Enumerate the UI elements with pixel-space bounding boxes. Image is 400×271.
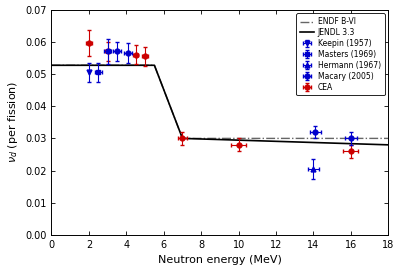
ENDF B-VI — [386, 137, 391, 140]
Y-axis label: $\nu_d$ (per fission): $\nu_d$ (per fission) — [6, 81, 20, 163]
Line: JENDL 3.3: JENDL 3.3 — [52, 65, 388, 145]
Legend: ENDF B-VI, JENDL 3.3, Keepin (1957), Masters (1969), Hermann (1967), Macary (200: ENDF B-VI, JENDL 3.3, Keepin (1957), Mas… — [296, 13, 384, 95]
Line: ENDF B-VI: ENDF B-VI — [52, 65, 388, 138]
ENDF B-VI — [152, 64, 157, 67]
JENDL 3.3 — [49, 64, 54, 67]
X-axis label: Neutron energy (MeV): Neutron energy (MeV) — [158, 256, 282, 265]
ENDF B-VI — [180, 137, 185, 140]
ENDF B-VI — [49, 64, 54, 67]
JENDL 3.3 — [386, 143, 391, 146]
JENDL 3.3 — [152, 64, 157, 67]
JENDL 3.3 — [180, 137, 185, 140]
